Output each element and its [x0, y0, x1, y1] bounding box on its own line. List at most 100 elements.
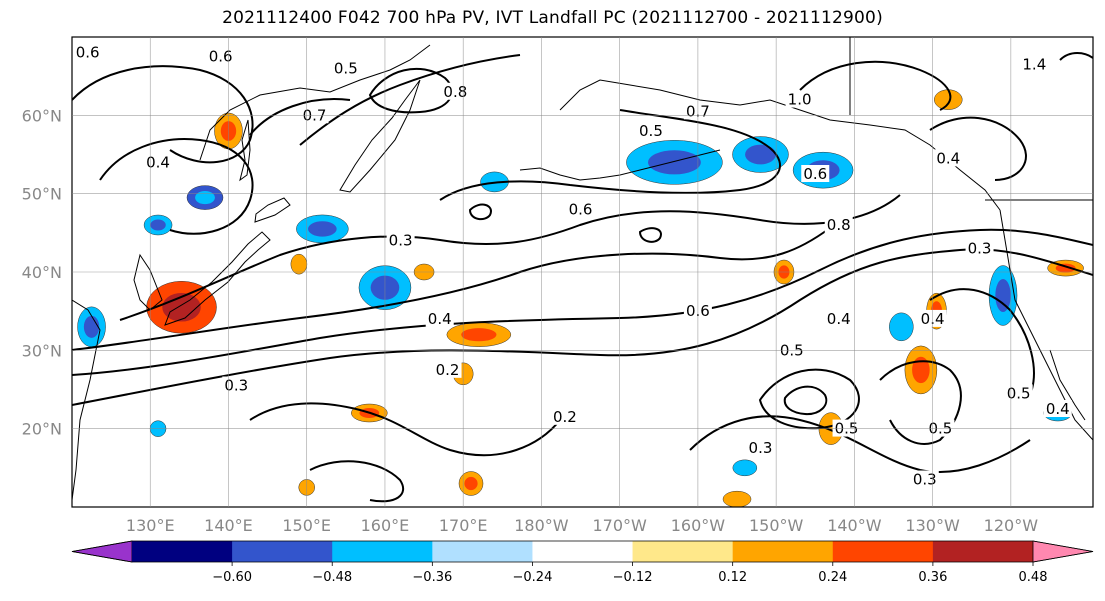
- lon-tick-label: 140°W: [827, 516, 882, 535]
- contour-label-halo: [433, 360, 462, 378]
- pv-contour: [929, 116, 1027, 181]
- latitude-labels: 60°N 50°N 40°N 30°N 20°N: [22, 106, 62, 438]
- lon-tick-label: 180°W: [514, 516, 569, 535]
- contour-label-halo: [636, 121, 665, 139]
- contour-label: 0.4: [827, 310, 851, 328]
- contour-label: 0.6: [76, 44, 100, 62]
- pv-anomaly-core: [940, 94, 956, 106]
- lon-tick-label: 150°W: [749, 516, 804, 535]
- pv-anomaly-core: [150, 219, 166, 231]
- pv-contour: [72, 227, 831, 351]
- pv-contour: [879, 360, 962, 445]
- pv-contour: [1059, 52, 1093, 61]
- colorbar-tick-label: −0.48: [312, 570, 352, 585]
- colorbar-tick-label: 0.36: [918, 570, 947, 585]
- contour-label-halo: [746, 439, 775, 457]
- pv-contour: [638, 227, 662, 243]
- colorbar-labels: −0.60 −0.48 −0.36 −0.24 −0.12 0.12 0.24 0.36 0.4…: [212, 562, 1048, 585]
- pv-contour: [758, 368, 860, 430]
- coastline-east-asia: [72, 299, 101, 501]
- contour-label-halo: [824, 215, 853, 233]
- colorbar-segment: [432, 541, 533, 562]
- pv-anomaly-core: [729, 494, 745, 504]
- contour-label: 0.2: [436, 361, 460, 379]
- colorbar-segment: [732, 541, 834, 562]
- colorbar-extend-low: [71, 540, 133, 563]
- pv-anomaly-core: [738, 463, 752, 473]
- graticule-layer: [72, 37, 1093, 507]
- pv-anomaly-core: [745, 144, 776, 165]
- coastline-sakhalin: [239, 119, 251, 182]
- pv-anomaly-core: [648, 150, 701, 175]
- contour-label: 0.3: [749, 439, 773, 457]
- contour-label-halo: [785, 90, 814, 108]
- coastline-japan: [164, 231, 271, 326]
- pv-contour: [309, 460, 405, 503]
- colorbar-segment: [232, 541, 333, 562]
- pv-anomaly-layer: [77, 89, 1084, 507]
- contour-label-halo: [824, 309, 853, 327]
- pv-anomaly-core: [995, 279, 1011, 312]
- colorbar-segment: [832, 541, 934, 562]
- pv-anomaly-core: [464, 476, 478, 491]
- contour-label: 0.3: [224, 377, 248, 395]
- pv-anomaly-core: [894, 319, 908, 335]
- colorbar-extend-high: [1032, 540, 1094, 563]
- contour-label-halo: [1043, 400, 1072, 417]
- colorbar: [71, 540, 1094, 563]
- contour-label-halo: [206, 47, 235, 65]
- contour-label: 0.4: [936, 149, 960, 167]
- lon-tick-label: 150°E: [282, 516, 331, 535]
- lon-tick-label: 160°E: [361, 516, 410, 535]
- colorbar-tick-label: 0.24: [818, 570, 847, 585]
- contour-label-halo: [1004, 384, 1033, 402]
- pv-contour: [72, 228, 1093, 376]
- contour-label-halo: [222, 376, 251, 394]
- contour-label: 0.3: [913, 471, 937, 489]
- contour-label-halo: [300, 106, 329, 124]
- contour-label-halo: [386, 231, 415, 249]
- contour-label-halo: [441, 82, 470, 100]
- pv-contour: [72, 65, 254, 164]
- lon-tick-label: 140°E: [204, 516, 253, 535]
- pv-contour-layer: [72, 52, 1093, 503]
- pv-anomaly-core: [461, 328, 497, 342]
- pv-contour: [72, 248, 1093, 406]
- pv-anomaly-core: [83, 315, 100, 338]
- contour-label-halo: [550, 407, 579, 425]
- contour-label-layer: 0.6 0.6 0.5 0.4 0.3 0.4 0.2 0.3 0.6 0.5 0.2 0.6 0.5 0…: [73, 43, 1072, 489]
- figure-title: 2021112400 F042 700 hPa PV, IVT Landfall…: [222, 8, 883, 28]
- contour-label: 0.4: [1046, 400, 1070, 418]
- contour-label-halo: [832, 419, 861, 437]
- contour-label: 0.3: [389, 232, 413, 250]
- pv-contour: [249, 98, 351, 136]
- pv-anomaly-core: [308, 221, 337, 237]
- lat-tick-label: 40°N: [22, 263, 62, 282]
- lat-tick-label: 60°N: [22, 106, 62, 125]
- coastline-kamchatka: [339, 79, 421, 193]
- contour-label-halo: [144, 153, 173, 171]
- pv-contour: [799, 60, 952, 111]
- contour-label-halo: [425, 309, 454, 327]
- lat-tick-label: 30°N: [22, 341, 62, 360]
- colorbar-tick-label: 0.48: [1019, 570, 1048, 585]
- pv-contour: [439, 109, 781, 201]
- contour-label: 0.3: [968, 239, 992, 257]
- colorbar-segment: [332, 541, 433, 562]
- contour-label: 0.6: [569, 200, 593, 218]
- pv-anomaly-core: [195, 190, 215, 205]
- pv-contour: [783, 385, 828, 416]
- contour-label-halo: [1020, 55, 1049, 73]
- contour-label: 0.5: [1007, 384, 1031, 402]
- colorbar-tick-label: −0.24: [513, 570, 553, 585]
- pv-contour: [99, 138, 254, 235]
- contour-label: 0.5: [334, 59, 358, 77]
- contour-label-halo: [934, 149, 963, 167]
- colorbar-segment: [132, 541, 233, 562]
- pv-contour: [249, 402, 561, 457]
- pv-anomaly-core: [912, 356, 930, 384]
- contour-label-halo: [926, 419, 955, 437]
- contour-label: 0.8: [827, 216, 851, 234]
- contour-label-halo: [777, 341, 806, 359]
